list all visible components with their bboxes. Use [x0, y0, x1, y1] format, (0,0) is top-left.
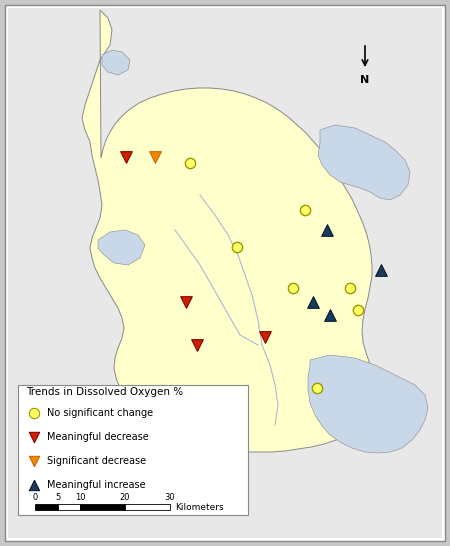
Polygon shape — [308, 355, 428, 453]
Point — [310, 298, 317, 306]
Bar — [18, 385, 248, 515]
Polygon shape — [102, 50, 130, 75]
Point — [31, 432, 38, 441]
Point — [378, 266, 385, 275]
Text: Meaningful decrease: Meaningful decrease — [47, 432, 149, 442]
Text: Significant decrease: Significant decrease — [47, 456, 146, 466]
Point — [186, 159, 194, 168]
Point — [194, 341, 201, 349]
Text: No significant change: No significant change — [47, 408, 153, 418]
Bar — [80, 504, 125, 510]
Text: 5: 5 — [55, 493, 60, 502]
Text: 10: 10 — [75, 493, 85, 502]
Text: 20: 20 — [120, 493, 130, 502]
Point — [31, 456, 38, 465]
Point — [182, 298, 189, 306]
Bar — [125, 504, 170, 510]
Bar — [58, 504, 80, 510]
Point — [151, 153, 158, 162]
Point — [31, 408, 38, 417]
Polygon shape — [82, 10, 376, 452]
Point — [355, 306, 362, 314]
Point — [122, 153, 130, 162]
Text: N: N — [360, 75, 369, 85]
Bar — [35, 504, 58, 510]
Text: 0: 0 — [32, 493, 38, 502]
Text: Trends in Dissolved Oxygen %: Trends in Dissolved Oxygen % — [26, 387, 183, 397]
Polygon shape — [98, 230, 145, 265]
Point — [234, 242, 241, 251]
Point — [302, 206, 309, 215]
Point — [326, 311, 333, 319]
Text: Meaningful increase: Meaningful increase — [47, 480, 146, 490]
Text: Kilometers: Kilometers — [175, 502, 224, 512]
Point — [261, 333, 269, 341]
Point — [289, 283, 297, 292]
Polygon shape — [318, 125, 410, 200]
Point — [324, 225, 331, 234]
Text: 30: 30 — [165, 493, 176, 502]
Point — [313, 384, 320, 393]
Point — [346, 283, 354, 292]
Point — [31, 480, 38, 489]
